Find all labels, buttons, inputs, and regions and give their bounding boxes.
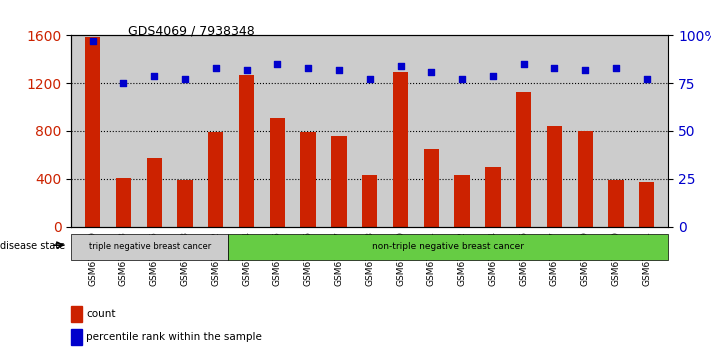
Bar: [424, 149, 439, 227]
Bar: [577, 131, 593, 227]
Point: [487, 73, 498, 78]
Bar: [392, 73, 408, 227]
Bar: [454, 175, 470, 227]
Point: [118, 80, 129, 86]
Text: non-triple negative breast cancer: non-triple negative breast cancer: [373, 242, 524, 251]
Point: [579, 67, 591, 73]
Point: [241, 67, 252, 73]
Bar: [71, 306, 82, 321]
Text: count: count: [86, 309, 115, 319]
Point: [87, 38, 98, 44]
Text: disease state: disease state: [0, 241, 65, 251]
Bar: [146, 159, 162, 227]
Bar: [516, 92, 531, 227]
Bar: [331, 136, 347, 227]
Bar: [269, 118, 285, 227]
Point: [272, 61, 283, 67]
Point: [179, 76, 191, 82]
Bar: [485, 167, 501, 227]
Bar: [116, 178, 131, 227]
Point: [149, 73, 160, 78]
Bar: [71, 234, 228, 260]
Bar: [362, 175, 378, 227]
Bar: [547, 126, 562, 227]
Point: [302, 65, 314, 71]
Point: [364, 76, 375, 82]
Bar: [71, 329, 82, 345]
Point: [518, 61, 529, 67]
Bar: [208, 132, 223, 227]
Text: percentile rank within the sample: percentile rank within the sample: [86, 332, 262, 342]
Point: [395, 63, 406, 69]
Bar: [639, 182, 655, 227]
Point: [641, 76, 653, 82]
Bar: [85, 36, 100, 227]
Text: triple negative breast cancer: triple negative breast cancer: [89, 242, 210, 251]
Point: [610, 65, 621, 71]
Point: [549, 65, 560, 71]
Point: [210, 65, 222, 71]
Bar: [301, 132, 316, 227]
Bar: [228, 234, 668, 260]
Point: [426, 69, 437, 75]
Point: [333, 67, 345, 73]
Text: GDS4069 / 7938348: GDS4069 / 7938348: [128, 25, 255, 38]
Bar: [609, 180, 624, 227]
Bar: [239, 75, 255, 227]
Point: [456, 76, 468, 82]
Bar: [177, 180, 193, 227]
